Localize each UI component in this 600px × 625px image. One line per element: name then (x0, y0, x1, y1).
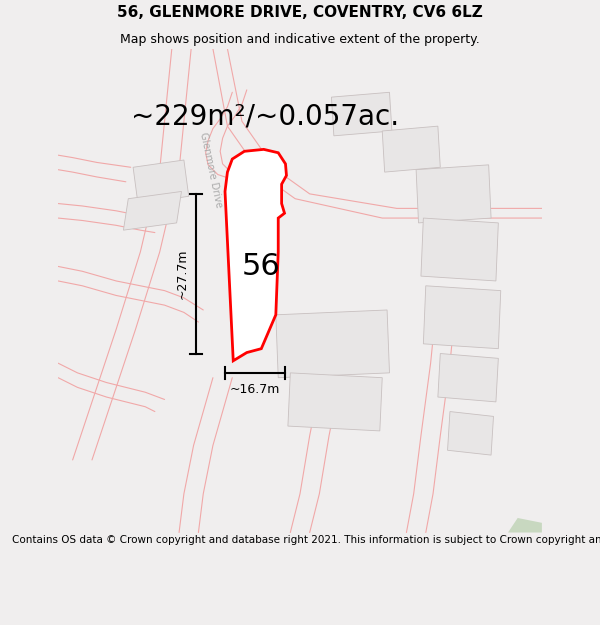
Text: Map shows position and indicative extent of the property.: Map shows position and indicative extent… (120, 32, 480, 46)
Polygon shape (133, 160, 189, 204)
Polygon shape (288, 373, 382, 431)
Text: ~229m²/~0.057ac.: ~229m²/~0.057ac. (131, 102, 399, 131)
Polygon shape (276, 310, 389, 378)
Polygon shape (438, 354, 499, 402)
Text: 56, GLENMORE DRIVE, COVENTRY, CV6 6LZ: 56, GLENMORE DRIVE, COVENTRY, CV6 6LZ (117, 4, 483, 19)
Polygon shape (331, 92, 392, 136)
Text: 56: 56 (242, 252, 281, 281)
Polygon shape (416, 165, 491, 223)
Polygon shape (225, 149, 286, 361)
Polygon shape (508, 518, 542, 532)
Polygon shape (382, 126, 440, 172)
Polygon shape (421, 218, 499, 281)
Text: Glenmore Drive: Glenmore Drive (197, 131, 223, 208)
Text: Contains OS data © Crown copyright and database right 2021. This information is : Contains OS data © Crown copyright and d… (12, 535, 600, 545)
Polygon shape (124, 191, 181, 230)
Polygon shape (424, 286, 501, 349)
Polygon shape (448, 411, 493, 455)
Text: ~27.7m: ~27.7m (176, 249, 189, 299)
Text: ~16.7m: ~16.7m (230, 382, 280, 396)
